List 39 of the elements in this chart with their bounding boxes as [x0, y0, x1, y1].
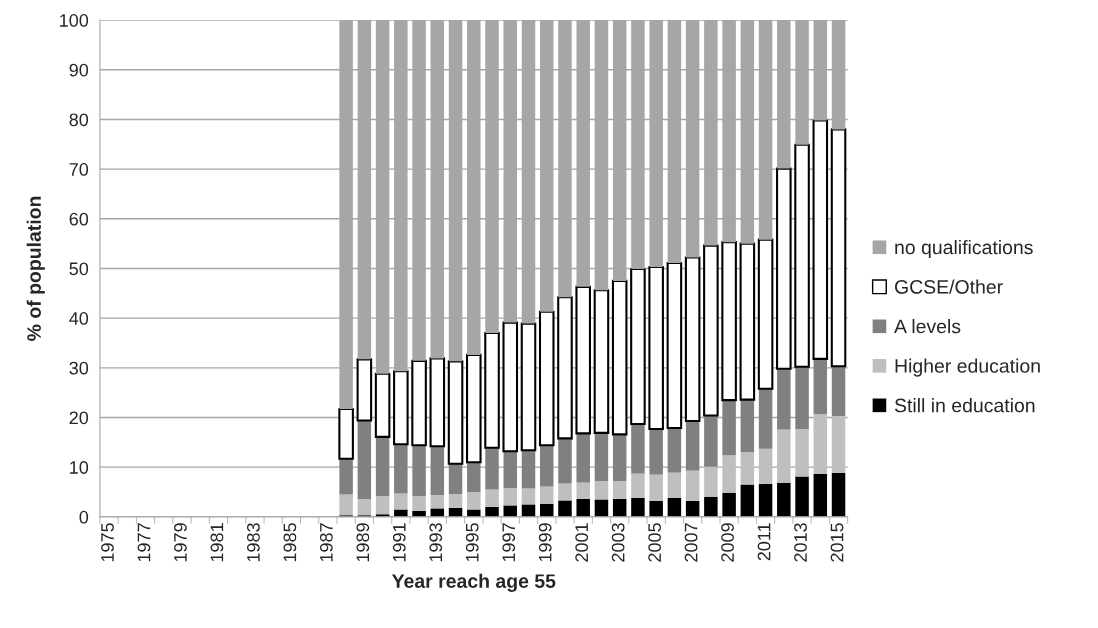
x-tick-label: 2007 [684, 523, 698, 562]
x-tick-label: 1985 [283, 523, 297, 562]
y-tick-label: 100 [60, 14, 89, 27]
x-tick-label: 1981 [210, 523, 224, 562]
legend-label: no qualifications [895, 239, 1033, 259]
y-axis-title: % of population [26, 196, 45, 341]
x-tick-label: 2011 [757, 523, 771, 561]
x-tick-label: 1987 [319, 523, 333, 562]
x-tick-label: 2013 [794, 523, 807, 562]
x-tick-label: 1999 [538, 523, 552, 562]
x-tick-label: 2005 [648, 523, 662, 562]
y-tick-label: 60 [69, 212, 89, 226]
x-tick-label: 1995 [465, 523, 479, 562]
y-tick-label: 90 [69, 63, 89, 77]
x-tick-label: 1979 [174, 523, 187, 562]
x-tick-label: 2003 [611, 523, 625, 562]
y-tick-label: 10 [70, 461, 89, 474]
x-tick-label: 2009 [721, 523, 734, 562]
x-tick-label: 1975 [101, 523, 114, 562]
x-tick-label: 2015 [830, 523, 844, 562]
y-tick-label: 70 [69, 163, 89, 176]
legend-label: Higher education [895, 358, 1040, 377]
y-tick-label: 30 [69, 361, 89, 375]
x-tick-label: 1993 [429, 523, 443, 562]
y-tick-label: 40 [69, 312, 89, 325]
legend-label: GCSE/Other [895, 279, 1003, 294]
x-tick-label: 2001 [575, 523, 589, 562]
y-tick-label: 80 [69, 113, 89, 127]
x-tick-label: 1989 [356, 523, 370, 562]
legend-label: A levels [894, 319, 961, 334]
x-tick-label: 1977 [137, 523, 151, 562]
y-tick-label: 20 [69, 411, 89, 425]
x-tick-label: 1983 [247, 523, 260, 562]
x-axis-title: Year reach age 55 [391, 573, 556, 592]
x-tick-label: 1991 [392, 523, 406, 562]
x-tick-label: 1997 [502, 523, 516, 562]
legend-label: Still in education [894, 398, 1035, 413]
y-tick-label: 0 [79, 510, 89, 524]
y-tick-label: 50 [69, 262, 89, 276]
